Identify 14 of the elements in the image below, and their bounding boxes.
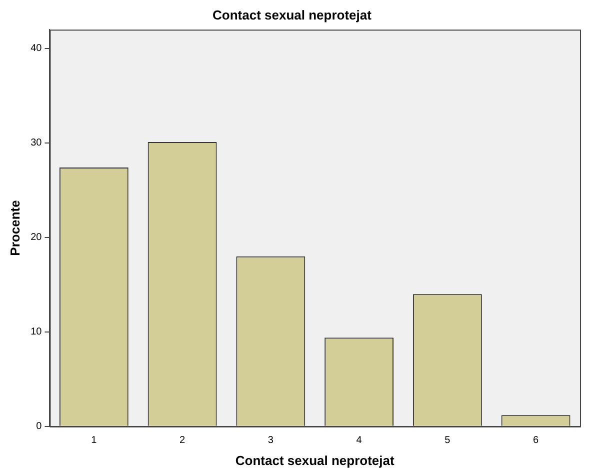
y-tick-label: 0	[36, 421, 42, 432]
x-tick-label: 1	[91, 435, 98, 446]
x-tick-label: 2	[180, 435, 186, 446]
x-tick-label: 4	[356, 435, 362, 446]
chart-title: Contact sexual neprotejat	[212, 7, 372, 22]
x-tick-label: 6	[533, 435, 540, 446]
y-tick-label: 40	[30, 43, 42, 54]
x-tick-label: 5	[444, 435, 451, 446]
y-tick-label: 10	[30, 326, 42, 338]
y-axis-title: Procente	[7, 200, 22, 256]
y-tick-label: 30	[30, 138, 42, 149]
x-tick-label: 3	[268, 435, 274, 446]
y-tick-label: 20	[30, 232, 42, 244]
x-axis-title: Contact sexual neprotejat	[235, 452, 395, 468]
